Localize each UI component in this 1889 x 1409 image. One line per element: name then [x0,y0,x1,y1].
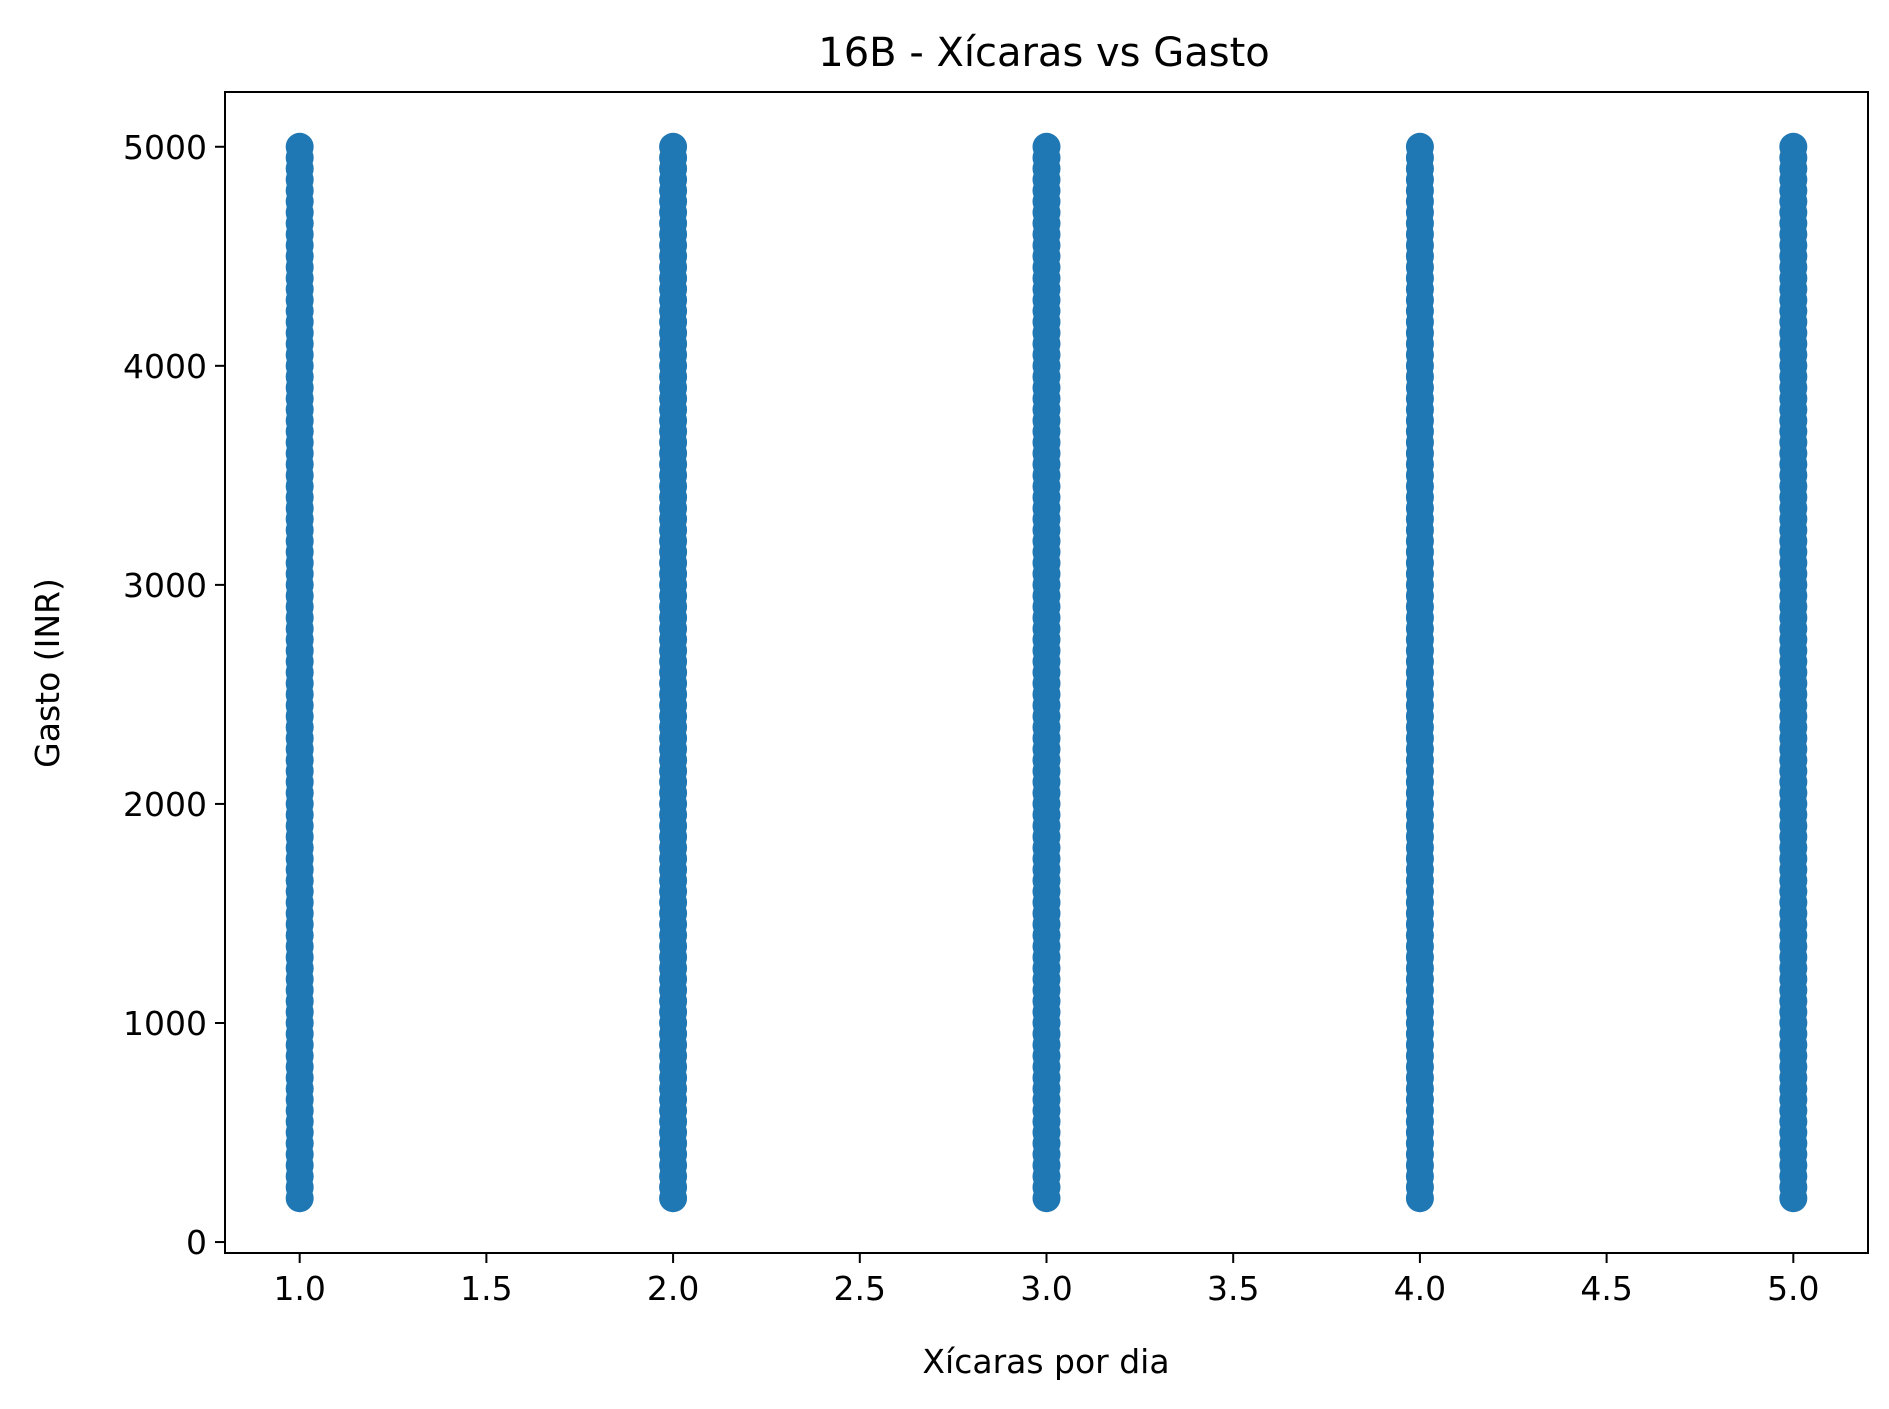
x-tick-label: 1.5 [460,1269,512,1308]
scatter-point [659,132,688,161]
scatter-point [1405,132,1434,161]
y-axis-label: Gasto (INR) [28,578,67,768]
x-tick-label: 1.0 [273,1269,325,1308]
scatter-point [1032,132,1061,161]
x-tick-label: 2.5 [834,1269,886,1308]
y-tick-label: 5000 [123,128,207,167]
x-tick-label: 3.5 [1207,1269,1259,1308]
x-tick-label: 3.0 [1020,1269,1072,1308]
x-tick-label: 2.0 [647,1269,699,1308]
x-tick-label: 4.5 [1580,1269,1632,1308]
y-tick-label: 4000 [123,347,207,386]
chart-title: 16B - Xícaras vs Gasto [818,30,1269,76]
y-axis-ticks: 0 1000 2000 3000 4000 5000 [123,128,225,1262]
x-axis-ticks: 1.0 1.5 2.0 2.5 3.0 3.5 4.0 4.5 5.0 [273,1253,1820,1308]
y-tick-label: 2000 [123,785,207,824]
scatter-points [285,132,1808,1213]
y-tick-label: 0 [186,1223,207,1262]
x-tick-label: 5.0 [1767,1269,1819,1308]
y-tick-label: 1000 [123,1004,207,1043]
y-tick-label: 3000 [123,566,207,605]
scatter-point [285,132,314,161]
x-axis-label: Xícaras por dia [922,1342,1169,1381]
scatter-point [1779,132,1808,161]
x-tick-label: 4.0 [1394,1269,1446,1308]
